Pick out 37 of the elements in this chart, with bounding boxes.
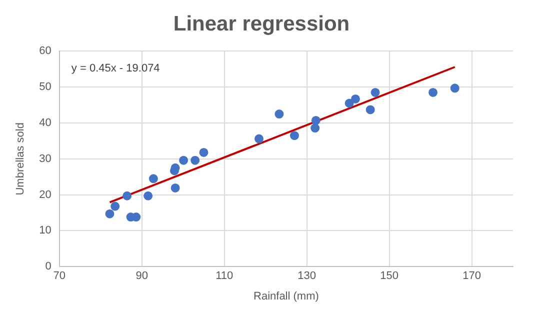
y-tick-label: 30 <box>39 152 52 165</box>
point <box>144 191 153 200</box>
point <box>366 105 375 114</box>
y-tick-label: 0 <box>45 260 52 273</box>
point <box>350 94 360 104</box>
point <box>148 174 158 184</box>
point <box>122 191 132 200</box>
y-axis-title: Umbrellas sold <box>14 122 27 196</box>
y-tick-label: 60 <box>39 45 52 58</box>
x-tick-label: 110 <box>216 270 234 282</box>
y-tick-label: 10 <box>39 224 52 237</box>
point <box>311 116 320 125</box>
x-tick-label: 150 <box>380 270 398 282</box>
point <box>110 202 120 211</box>
y-tick-label: 50 <box>39 81 52 94</box>
annotation: y = 0.45x - 19.074 <box>71 62 160 75</box>
point <box>254 134 264 144</box>
y-tick-label: 20 <box>39 188 52 201</box>
x-tick-label: 130 <box>298 270 316 282</box>
point <box>274 110 284 119</box>
point <box>310 124 320 133</box>
point <box>190 156 200 165</box>
point <box>179 156 188 165</box>
point <box>105 209 114 218</box>
point <box>428 88 438 97</box>
y-tick-label: 40 <box>39 117 52 130</box>
x-tick-label: 90 <box>136 270 148 282</box>
point <box>370 88 380 97</box>
point <box>290 131 299 140</box>
point <box>170 183 180 192</box>
point <box>450 84 460 93</box>
point <box>344 98 354 108</box>
x-axis-title: Rainfall (mm) <box>254 290 319 302</box>
x-tick-label: 170 <box>462 270 481 282</box>
point <box>199 148 208 157</box>
x-tick-label: 70 <box>53 270 66 282</box>
chart-title: Linear regression <box>173 12 350 36</box>
